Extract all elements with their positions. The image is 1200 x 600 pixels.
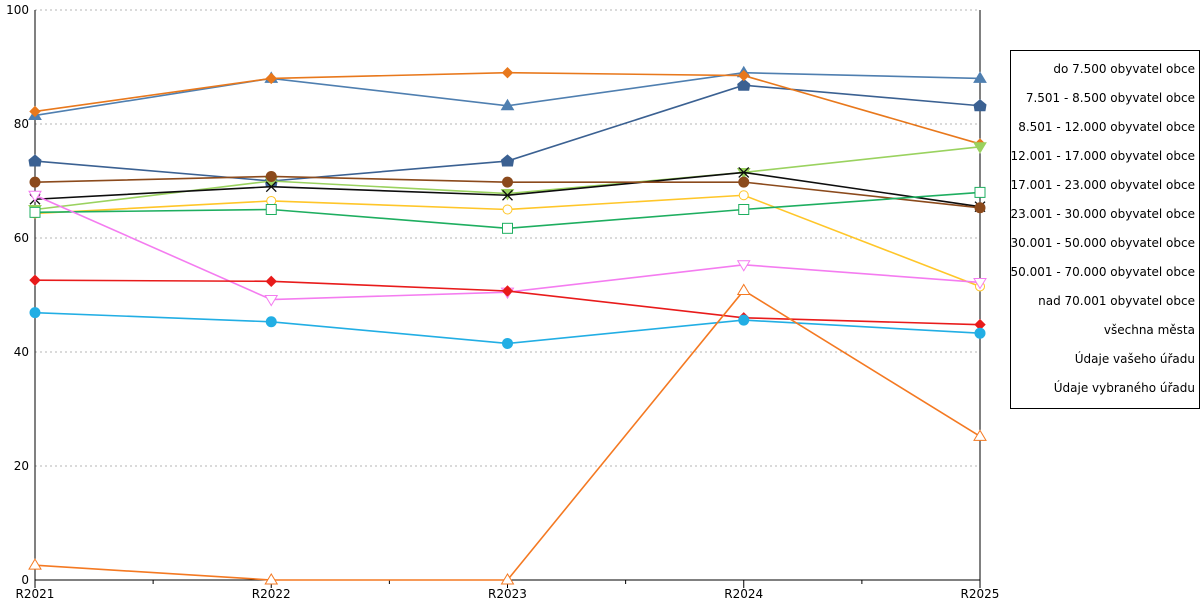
y-tick-label: 60 <box>14 231 29 245</box>
data-point <box>265 181 277 193</box>
data-point <box>501 66 514 79</box>
legend-entry: 30.001 - 50.000 obyvatel obce <box>1011 236 1195 250</box>
data-point <box>973 71 987 83</box>
data-point <box>973 99 987 112</box>
legend-entry: do 7.500 obyvatel obce <box>1053 62 1195 76</box>
data-point <box>29 274 41 286</box>
y-tick-label: 40 <box>14 345 29 359</box>
legend-entry: 23.001 - 30.000 obyvatel obce <box>1011 207 1195 221</box>
axes: 0 20 40 60 80 100 R2021 R2022 R2023 R2024 R2025 <box>6 3 999 600</box>
data-point <box>738 190 749 201</box>
data-point <box>500 154 515 167</box>
data-point <box>738 204 750 215</box>
legend-entry: 50.001 - 70.000 obyvatel obce <box>1011 265 1195 279</box>
y-tick-label: 0 <box>21 573 29 587</box>
data-point <box>29 105 41 118</box>
series-12 <box>28 283 987 585</box>
data-point <box>500 98 515 111</box>
data-point <box>973 277 987 290</box>
legend-entry: 12.001 - 17.000 obyvatel obce <box>1011 149 1195 163</box>
data-point <box>264 295 279 307</box>
series-10 <box>29 274 986 331</box>
data-point <box>502 176 513 188</box>
data-point <box>502 204 513 215</box>
data-point <box>738 69 750 82</box>
y-tick-label: 20 <box>14 459 29 473</box>
data-point <box>502 189 513 201</box>
data-point <box>29 206 41 218</box>
data-point <box>736 283 751 295</box>
x-tick-label: R2025 <box>961 587 1000 600</box>
data-point <box>265 170 277 182</box>
data-point <box>265 72 277 85</box>
data-point <box>29 307 41 319</box>
data-point <box>738 166 750 178</box>
legend-entry: nad 70.001 obyvatel obce <box>1038 294 1195 308</box>
series-1 <box>28 65 987 120</box>
data-point <box>265 275 277 288</box>
data-point <box>973 142 987 154</box>
data-point <box>974 186 986 198</box>
x-tick-label: R2024 <box>724 587 763 600</box>
legend: do 7.500 obyvatel obce 7.501 - 8.500 obyv… <box>1010 50 1200 409</box>
legend-entry: 7.501 - 8.500 obyvatel obce <box>1026 91 1195 105</box>
series-6 <box>29 170 986 214</box>
data-point <box>265 204 277 215</box>
data-point <box>974 202 986 214</box>
legend-box <box>1010 50 1200 409</box>
data-point <box>737 78 751 91</box>
data-point <box>265 316 277 328</box>
series-line <box>34 289 981 581</box>
data-point <box>973 429 987 441</box>
series-11 <box>29 307 986 349</box>
data-point <box>502 222 513 234</box>
data-point <box>502 337 513 349</box>
legend-entry: všechna města <box>1104 323 1195 337</box>
series-2 <box>28 78 987 187</box>
data-point <box>974 327 986 339</box>
data-point <box>501 285 514 297</box>
data-point <box>28 558 42 570</box>
data-point <box>28 154 42 167</box>
data-point <box>29 176 41 188</box>
data-point <box>738 176 750 188</box>
data-point <box>500 573 515 585</box>
data-point <box>28 190 42 203</box>
series-layer <box>28 65 987 585</box>
y-tick-label: 80 <box>14 117 29 131</box>
data-point <box>738 314 750 326</box>
y-tick-label: 100 <box>6 3 29 17</box>
legend-entry: Údaje vašeho úřadu <box>1075 351 1195 366</box>
legend-entry: 8.501 - 12.000 obyvatel obce <box>1018 120 1195 134</box>
x-tick-label: R2021 <box>16 587 55 600</box>
legend-entry: 17.001 - 23.000 obyvatel obce <box>1011 178 1195 192</box>
data-point <box>736 260 751 272</box>
series-8 <box>29 186 986 234</box>
legend-entry: Údaje vybraného úřadu <box>1054 380 1195 395</box>
x-tick-label: R2023 <box>488 587 527 600</box>
series-7 <box>30 190 985 292</box>
data-point <box>264 573 279 585</box>
x-tick-label: R2022 <box>252 587 291 600</box>
